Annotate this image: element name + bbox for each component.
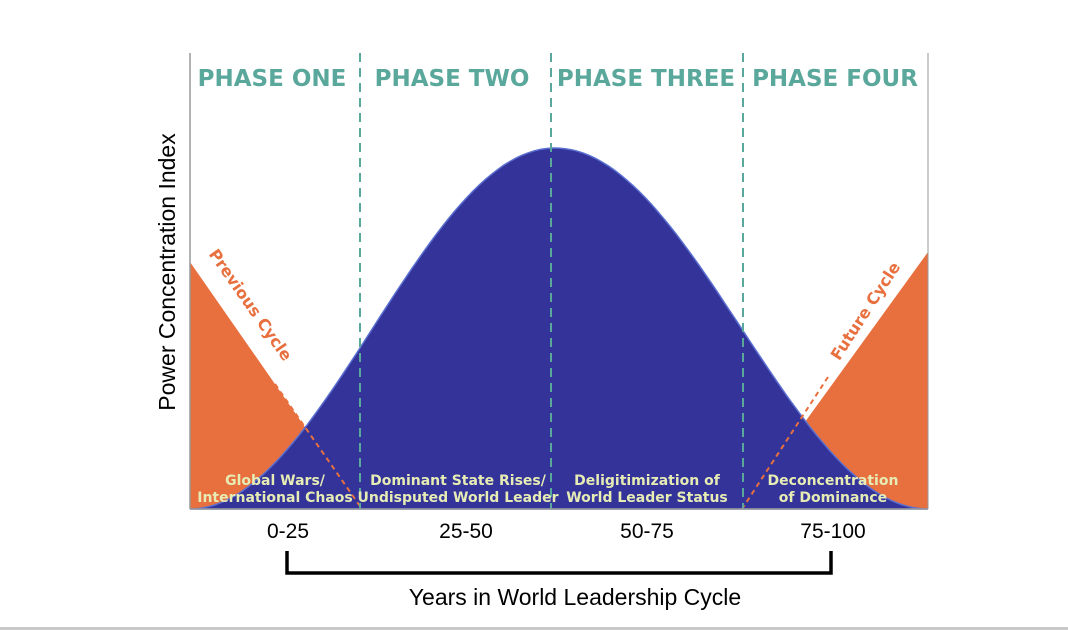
phase-one-desc-line2: International Chaos	[197, 490, 353, 506]
range-label-phase-four: 75-100	[800, 520, 865, 543]
bottom-divider	[0, 627, 1068, 630]
range-label-phase-one: 0-25	[267, 520, 309, 543]
range-label-phase-two: 25-50	[439, 520, 493, 543]
phase-three-title: PHASE THREE	[557, 66, 735, 92]
phase-four-desc-line1: Deconcentration	[768, 473, 899, 489]
phase-two-title: PHASE TWO	[375, 66, 530, 92]
phase-one-title: PHASE ONE	[198, 66, 347, 92]
phase-one-desc-line1: Global Wars/	[225, 473, 326, 489]
phase-two-desc-line2: Undisputed World Leader	[357, 490, 558, 506]
range-label-phase-three: 50-75	[620, 520, 674, 543]
phase-four-title: PHASE FOUR	[752, 66, 918, 92]
phase-two-desc-line1: Dominant State Rises/	[370, 473, 547, 489]
previous-cycle-dashed-line	[274, 383, 363, 510]
phase-four-desc-line2: of Dominance	[779, 490, 887, 506]
x-axis-title: Years in World Leadership Cycle	[409, 584, 741, 610]
cycle-bracket	[285, 551, 833, 575]
y-axis-title: Power Concentration Index	[154, 133, 180, 411]
phase-three-desc-line2: World Leader Status	[566, 490, 728, 506]
phase-three-desc-line1: Deligitimization of	[574, 473, 721, 489]
